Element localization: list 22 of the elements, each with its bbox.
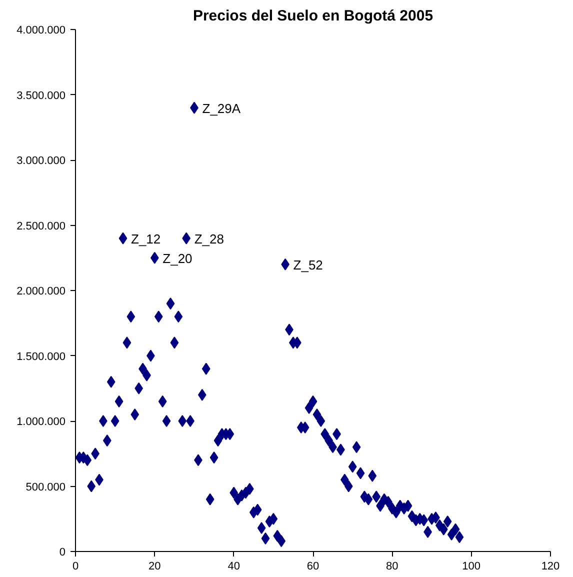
y-tick-label: 3.000.000: [16, 155, 66, 167]
x-tick-label: 20: [148, 560, 161, 572]
y-tick-label: 2.000.000: [16, 286, 66, 298]
annotation: Z_29A: [202, 100, 241, 116]
y-tick-label: 2.500.000: [16, 220, 66, 232]
y-tick-label: 4.000.000: [16, 24, 66, 36]
x-tick-label: 0: [72, 560, 79, 572]
x-tick-label: 100: [462, 560, 481, 572]
x-tick-label: 80: [386, 560, 398, 572]
annotation: Z_20: [162, 250, 192, 266]
annotation: Z_12: [131, 231, 161, 246]
x-tick-label: 60: [306, 560, 320, 572]
x-tick-label: 120: [541, 560, 560, 572]
annotation: Z_28: [194, 231, 224, 246]
chart-title: Precios del Suelo en Bogotá 2005: [192, 8, 434, 24]
y-tick-label: 1.000.000: [16, 416, 66, 428]
annotation: Z_52: [293, 257, 323, 272]
y-tick-label: 0: [59, 546, 66, 558]
y-tick-label: 3.500.000: [16, 90, 66, 102]
y-tick-label: 1.500.000: [16, 350, 66, 363]
y-tick-label: 500.000: [26, 481, 66, 494]
x-tick-label: 40: [228, 560, 240, 572]
